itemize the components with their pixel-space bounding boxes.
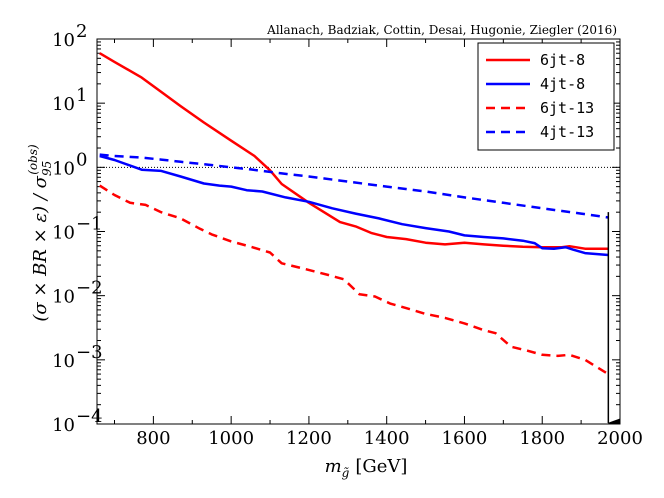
x-axis-unit: [GeV] [355,456,407,477]
series-4jt-8 [99,154,609,257]
x-tick-label: 1000 [208,428,254,449]
y-tick-label: 10 [52,351,75,372]
y-tick-exponent: −4 [76,406,103,427]
y-axis-main: (σ × BR × ε) / σ [30,175,51,321]
x-tick-label: 1600 [442,428,488,449]
y-tick-label: 10 [52,287,75,308]
legend-label-6jt-8: 6jt-8 [540,51,585,69]
x-tick-label: 1400 [364,428,410,449]
y-axis-label: (σ × BR × ε) / σ95(obs) [26,144,54,322]
x-axis-subscript: g̃ [342,466,350,480]
y-axis-superscript: (obs) [26,144,40,175]
y-tick-label: 10 [52,30,75,51]
x-tick-label: 2000 [597,428,643,449]
y-tick-label: 10 [52,415,75,436]
series-6jt-8 [99,52,609,250]
y-tick-exponent: −1 [76,214,103,235]
x-axis-label: mg̃ [GeV] [325,456,408,480]
y-tick-exponent: −3 [76,342,103,363]
y-tick-label: 10 [52,94,75,115]
legend-label-4jt-8: 4jt-8 [540,75,585,93]
y-tick-exponent: 1 [76,85,87,106]
y-axis-subscript: 95 [40,161,54,176]
ticks-layer [97,38,621,425]
x-tick-label: 800 [136,428,170,449]
x-tick-label: 1800 [519,428,565,449]
y-tick-exponent: −2 [76,278,103,299]
series-4jt-13 [99,153,609,219]
citation-annotation: Allanach, Badziak, Cottin, Desai, Hugoni… [266,23,617,37]
series-6jt-13 [99,184,609,376]
series-layer [99,52,609,376]
legend-label-6jt-13: 6jt-13 [540,99,594,117]
y-tick-exponent: 2 [76,21,87,42]
y-tick-exponent: 0 [76,149,87,170]
legend-label-4jt-13: 4jt-13 [540,123,594,141]
y-tick-label: 10 [52,223,75,244]
legend: 6jt-8 4jt-8 6jt-13 4jt-13 [477,42,615,151]
x-axis-symbol: m [325,456,342,477]
y-tick-label: 10 [52,158,75,179]
legend-entries: 6jt-8 4jt-8 6jt-13 4jt-13 [486,51,594,141]
x-tick-label: 1200 [286,428,332,449]
